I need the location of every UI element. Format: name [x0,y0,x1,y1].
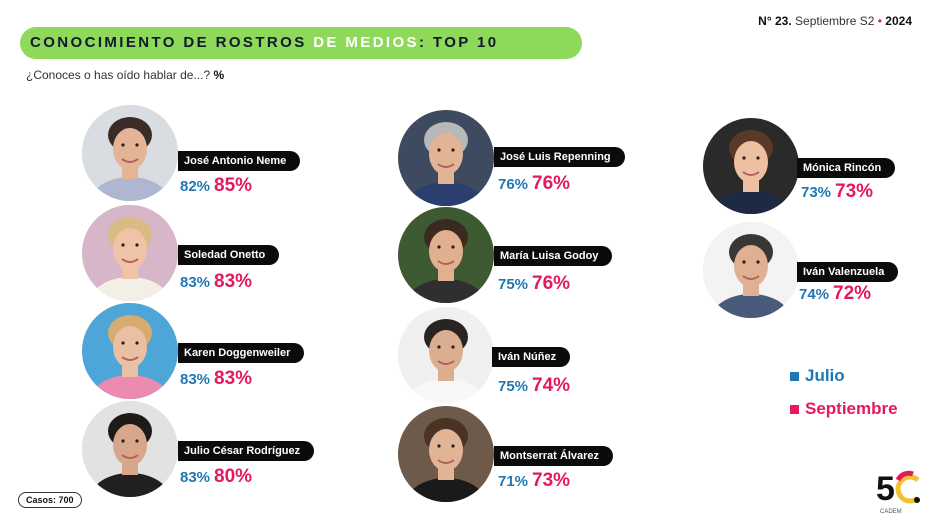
question-text: ¿Conoces o has oído hablar de...? [26,68,211,82]
value-julio: 74% [799,286,830,303]
person-photo-montserrat-alvarez [398,406,494,502]
person-name: Iván Valenzuela [797,262,899,282]
person-photo-soledad-onetto [82,205,178,301]
legend-label-julio: Julio [805,366,845,385]
person-card-jose-antonio-neme: José Antonio Neme 82% 85% [82,105,342,205]
value-septiembre: 76% [532,273,571,294]
legend-item-septiembre: Septiembre [790,399,898,419]
cases-badge: Casos: 700 [18,492,82,508]
legend-label-septiembre: Septiembre [805,399,898,418]
person-card-jose-luis-repenning: José Luis Repenning 76% 76% [398,110,658,210]
person-photo-jose-luis-repenning [398,110,494,206]
value-septiembre: 76% [532,173,571,194]
person-values: 73% 73% [801,181,873,203]
person-card-karen-doggenweiler: Karen Doggenweiler 83% 83% [82,303,342,403]
value-julio: 83% [180,274,211,291]
value-septiembre: 72% [833,283,872,304]
person-name: María Luisa Godoy [494,246,613,266]
value-julio: 83% [180,371,211,388]
issue-separator: • [877,14,882,28]
value-julio: 75% [498,276,529,293]
value-septiembre: 73% [532,470,571,491]
value-julio: 75% [498,378,529,395]
value-septiembre: 83% [214,368,253,389]
person-values: 83% 83% [180,368,252,390]
person-values: 82% 85% [180,175,252,197]
person-values: 75% 76% [498,273,570,295]
value-julio: 73% [801,184,832,201]
value-septiembre: 83% [214,271,253,292]
page-title: CONOCIMIENTO DE ROSTROS DE MEDIOS: TOP 1… [30,34,498,51]
issue-number: 23. [774,14,792,28]
title-part-2: DE MEDIOS [313,34,419,51]
cadem-logo: 5 CADEM [876,466,920,516]
person-photo-ivan-valenzuela [703,222,799,318]
person-photo-ivan-nunez [398,307,494,403]
person-name: José Antonio Neme [178,151,301,171]
person-values: 83% 83% [180,271,252,293]
person-card-julio-cesar-rodriguez: Julio César Rodríguez 83% 80% [82,401,342,501]
person-photo-julio-cesar-rodriguez [82,401,178,497]
person-card-maria-luisa-godoy: María Luisa Godoy 75% 76% [398,207,658,307]
person-values: 75% 74% [498,375,570,397]
issue-year: 2024 [885,14,912,28]
question: ¿Conoces o has oído hablar de...? % [26,68,224,82]
person-photo-monica-rincon [703,118,799,214]
person-name: Montserrat Álvarez [494,446,614,466]
person-name: Karen Doggenweiler [178,343,305,363]
person-card-montserrat-alvarez: Montserrat Álvarez 71% 73% [398,406,658,506]
person-card-monica-rincon: Mónica Rincón 73% 73% [703,118,944,218]
person-card-ivan-nunez: Iván Núñez 75% 74% [398,307,658,407]
value-julio: 83% [180,469,211,486]
value-septiembre: 73% [835,181,874,202]
person-name: Julio César Rodríguez [178,441,315,461]
title-part-3: : TOP 10 [418,34,499,51]
issue-period: Septiembre S2 [795,14,875,28]
value-septiembre: 80% [214,466,253,487]
person-name: Soledad Onetto [178,245,280,265]
person-card-soledad-onetto: Soledad Onetto 83% 83% [82,205,342,305]
person-card-ivan-valenzuela: Iván Valenzuela 74% 72% [703,222,944,322]
person-values: 76% 76% [498,173,570,195]
issue-info: N° 23. Septiembre S2 • 2024 [758,14,912,28]
issue-no-symbol: N° [758,14,772,28]
person-name: Iván Núñez [492,347,571,367]
value-julio: 71% [498,473,529,490]
person-photo-karen-doggenweiler [82,303,178,399]
person-photo-jose-antonio-neme [82,105,178,201]
value-septiembre: 74% [532,375,571,396]
person-name: José Luis Repenning [494,147,625,167]
value-julio: 76% [498,176,529,193]
value-septiembre: 85% [214,175,253,196]
svg-text:5: 5 [876,470,895,508]
person-values: 71% 73% [498,470,570,492]
title-part-1: CONOCIMIENTO DE ROSTROS [30,34,307,51]
legend-swatch-septiembre [790,405,799,414]
svg-text:CADEM: CADEM [880,509,902,515]
question-unit: % [213,68,225,82]
title-bar: CONOCIMIENTO DE ROSTROS DE MEDIOS: TOP 1… [20,27,582,59]
person-values: 83% 80% [180,466,252,488]
legend-item-julio: Julio [790,366,845,386]
legend-swatch-julio [790,372,799,381]
person-name: Mónica Rincón [797,158,896,178]
person-photo-maria-luisa-godoy [398,207,494,303]
value-julio: 82% [180,178,211,195]
person-values: 74% 72% [799,283,871,305]
